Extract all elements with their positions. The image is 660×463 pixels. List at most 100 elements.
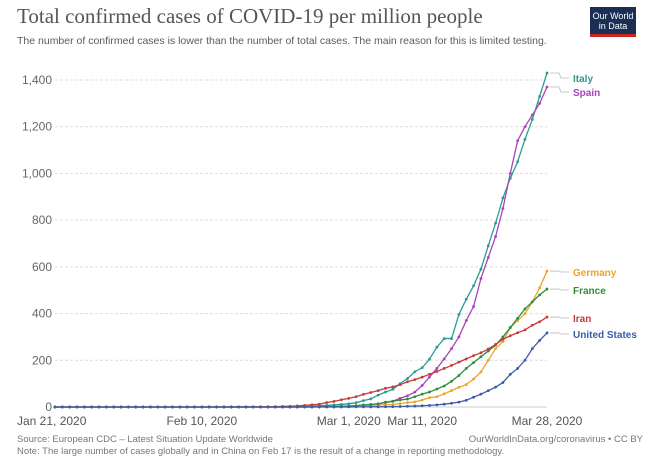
data-point[interactable] bbox=[442, 367, 446, 370]
data-point[interactable] bbox=[398, 383, 402, 387]
data-point[interactable] bbox=[266, 405, 270, 409]
data-point[interactable] bbox=[523, 312, 527, 315]
credit-link[interactable]: OurWorldInData.org/coronavirus • CC BY bbox=[468, 434, 643, 445]
data-point[interactable] bbox=[450, 379, 453, 383]
data-point[interactable] bbox=[406, 380, 409, 384]
data-point[interactable] bbox=[479, 277, 483, 280]
data-point[interactable] bbox=[538, 320, 542, 324]
data-point[interactable] bbox=[376, 402, 380, 406]
data-point[interactable] bbox=[82, 405, 86, 409]
data-point[interactable] bbox=[479, 267, 483, 271]
series-label[interactable]: Italy bbox=[573, 74, 593, 85]
data-point[interactable] bbox=[435, 395, 439, 399]
data-point[interactable] bbox=[384, 403, 387, 407]
data-point[interactable] bbox=[339, 398, 343, 402]
data-point[interactable] bbox=[384, 390, 387, 394]
series-line[interactable] bbox=[55, 270, 548, 408]
data-point[interactable] bbox=[156, 405, 160, 409]
data-point[interactable] bbox=[362, 403, 365, 407]
data-point[interactable] bbox=[516, 160, 520, 164]
data-point[interactable] bbox=[523, 358, 527, 362]
data-point[interactable] bbox=[457, 374, 461, 377]
data-point[interactable] bbox=[530, 300, 534, 304]
data-point[interactable] bbox=[134, 405, 138, 409]
data-point[interactable] bbox=[398, 402, 402, 406]
data-point[interactable] bbox=[457, 360, 461, 364]
data-point[interactable] bbox=[435, 367, 439, 370]
data-point[interactable] bbox=[545, 315, 549, 319]
series-label[interactable]: United States bbox=[573, 330, 637, 341]
data-point[interactable] bbox=[310, 403, 314, 407]
data-point[interactable] bbox=[105, 405, 108, 409]
data-point[interactable] bbox=[420, 392, 424, 396]
data-point[interactable] bbox=[112, 405, 116, 409]
data-point[interactable] bbox=[530, 323, 534, 327]
data-point[interactable] bbox=[428, 372, 431, 376]
data-point[interactable] bbox=[508, 326, 512, 329]
data-point[interactable] bbox=[347, 396, 351, 400]
data-point[interactable] bbox=[149, 405, 152, 409]
data-point[interactable] bbox=[428, 357, 431, 361]
data-point[interactable] bbox=[508, 334, 512, 338]
data-point[interactable] bbox=[494, 343, 497, 346]
data-point[interactable] bbox=[538, 339, 542, 342]
data-point[interactable] bbox=[376, 389, 380, 393]
data-point[interactable] bbox=[53, 405, 57, 409]
data-point[interactable] bbox=[428, 390, 431, 394]
data-point[interactable] bbox=[171, 405, 174, 409]
data-point[interactable] bbox=[435, 387, 439, 391]
data-point[interactable] bbox=[494, 347, 497, 351]
data-point[interactable] bbox=[545, 71, 549, 75]
data-point[interactable] bbox=[442, 337, 446, 340]
data-point[interactable] bbox=[472, 395, 475, 399]
data-point[interactable] bbox=[384, 405, 387, 409]
data-point[interactable] bbox=[442, 402, 446, 406]
data-point[interactable] bbox=[413, 404, 417, 408]
series-united-states[interactable] bbox=[53, 331, 549, 409]
data-point[interactable] bbox=[501, 340, 505, 343]
data-point[interactable] bbox=[281, 405, 285, 409]
data-point[interactable] bbox=[354, 405, 358, 409]
data-point[interactable] bbox=[75, 405, 79, 409]
data-point[interactable] bbox=[464, 357, 468, 361]
data-point[interactable] bbox=[530, 347, 534, 351]
data-point[interactable] bbox=[420, 366, 424, 370]
data-point[interactable] bbox=[538, 286, 542, 290]
data-point[interactable] bbox=[501, 335, 505, 339]
data-point[interactable] bbox=[420, 375, 424, 379]
series-germany[interactable] bbox=[53, 269, 549, 409]
data-point[interactable] bbox=[457, 385, 461, 389]
data-point[interactable] bbox=[354, 395, 358, 399]
data-point[interactable] bbox=[68, 405, 72, 409]
data-point[interactable] bbox=[391, 405, 395, 409]
data-point[interactable] bbox=[317, 405, 321, 409]
data-point[interactable] bbox=[516, 367, 520, 370]
data-point[interactable] bbox=[369, 405, 373, 409]
data-point[interactable] bbox=[391, 385, 395, 389]
data-point[interactable] bbox=[60, 405, 64, 409]
data-point[interactable] bbox=[207, 405, 211, 409]
data-point[interactable] bbox=[538, 293, 542, 297]
data-point[interactable] bbox=[303, 405, 307, 409]
data-point[interactable] bbox=[472, 354, 475, 358]
data-point[interactable] bbox=[398, 405, 402, 408]
data-point[interactable] bbox=[406, 397, 409, 401]
data-point[interactable] bbox=[464, 367, 468, 370]
data-point[interactable] bbox=[362, 405, 365, 409]
data-point[interactable] bbox=[545, 331, 549, 335]
data-point[interactable] bbox=[523, 125, 527, 129]
data-point[interactable] bbox=[332, 399, 336, 403]
data-point[interactable] bbox=[420, 384, 424, 387]
data-point[interactable] bbox=[97, 405, 101, 409]
data-point[interactable] bbox=[244, 405, 248, 409]
data-point[interactable] bbox=[486, 389, 490, 393]
data-point[interactable] bbox=[450, 389, 453, 393]
data-point[interactable] bbox=[406, 404, 409, 408]
data-point[interactable] bbox=[347, 402, 351, 406]
data-point[interactable] bbox=[376, 405, 380, 409]
data-point[interactable] bbox=[428, 403, 431, 407]
data-point[interactable] bbox=[472, 305, 475, 308]
data-point[interactable] bbox=[369, 403, 373, 406]
data-point[interactable] bbox=[450, 364, 453, 367]
series-line[interactable] bbox=[55, 86, 548, 408]
